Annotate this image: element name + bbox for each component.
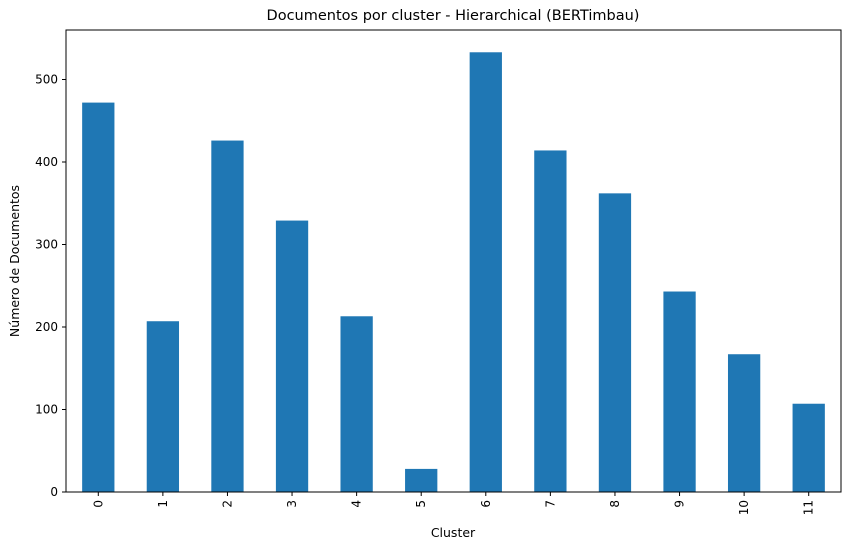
y-axis-label: Número de Documentos (7, 185, 22, 337)
y-tick-label: 300 (35, 238, 58, 252)
y-axis: 0 100 200 300 400 500 (35, 73, 66, 499)
bar-cluster-11 (792, 403, 825, 492)
bar-cluster-3 (275, 220, 309, 492)
y-tick-label: 100 (35, 403, 58, 417)
x-tick-label: 2 (220, 500, 234, 508)
x-tick-label: 7 (543, 500, 557, 508)
bar-cluster-4 (340, 316, 373, 492)
bar-cluster-0 (82, 102, 115, 492)
bar-cluster-9 (663, 291, 696, 492)
x-axis-label: Cluster (431, 525, 476, 540)
bar-cluster-7 (534, 150, 567, 492)
bar-cluster-6 (469, 52, 502, 492)
bar-cluster-8 (598, 193, 632, 492)
x-tick-label: 9 (673, 500, 687, 508)
bar-cluster-5 (405, 468, 438, 492)
bar-cluster-10 (727, 354, 761, 492)
y-tick-label: 200 (35, 320, 58, 334)
bar-cluster-1 (146, 321, 180, 492)
x-tick-label: 1 (156, 500, 170, 508)
x-tick-label: 5 (414, 500, 428, 508)
y-tick-label: 0 (50, 485, 58, 499)
bar-cluster-2 (211, 140, 244, 493)
x-tick-label: 0 (91, 500, 105, 508)
y-tick-label: 500 (35, 73, 58, 87)
plot-frame (65, 29, 842, 493)
x-tick-label: 6 (479, 500, 493, 508)
y-tick-label: 400 (35, 155, 58, 169)
x-tick-label: 3 (285, 500, 299, 508)
x-tick-label: 10 (737, 500, 751, 515)
bars-group (82, 52, 825, 493)
chart-title: Documentos por cluster - Hierarchical (B… (267, 8, 640, 24)
x-axis: 0 1 2 3 4 5 6 7 8 9 10 11 (91, 492, 816, 515)
x-tick-label: 4 (350, 500, 364, 508)
x-tick-label: 11 (802, 500, 816, 515)
x-tick-label: 8 (608, 500, 622, 508)
